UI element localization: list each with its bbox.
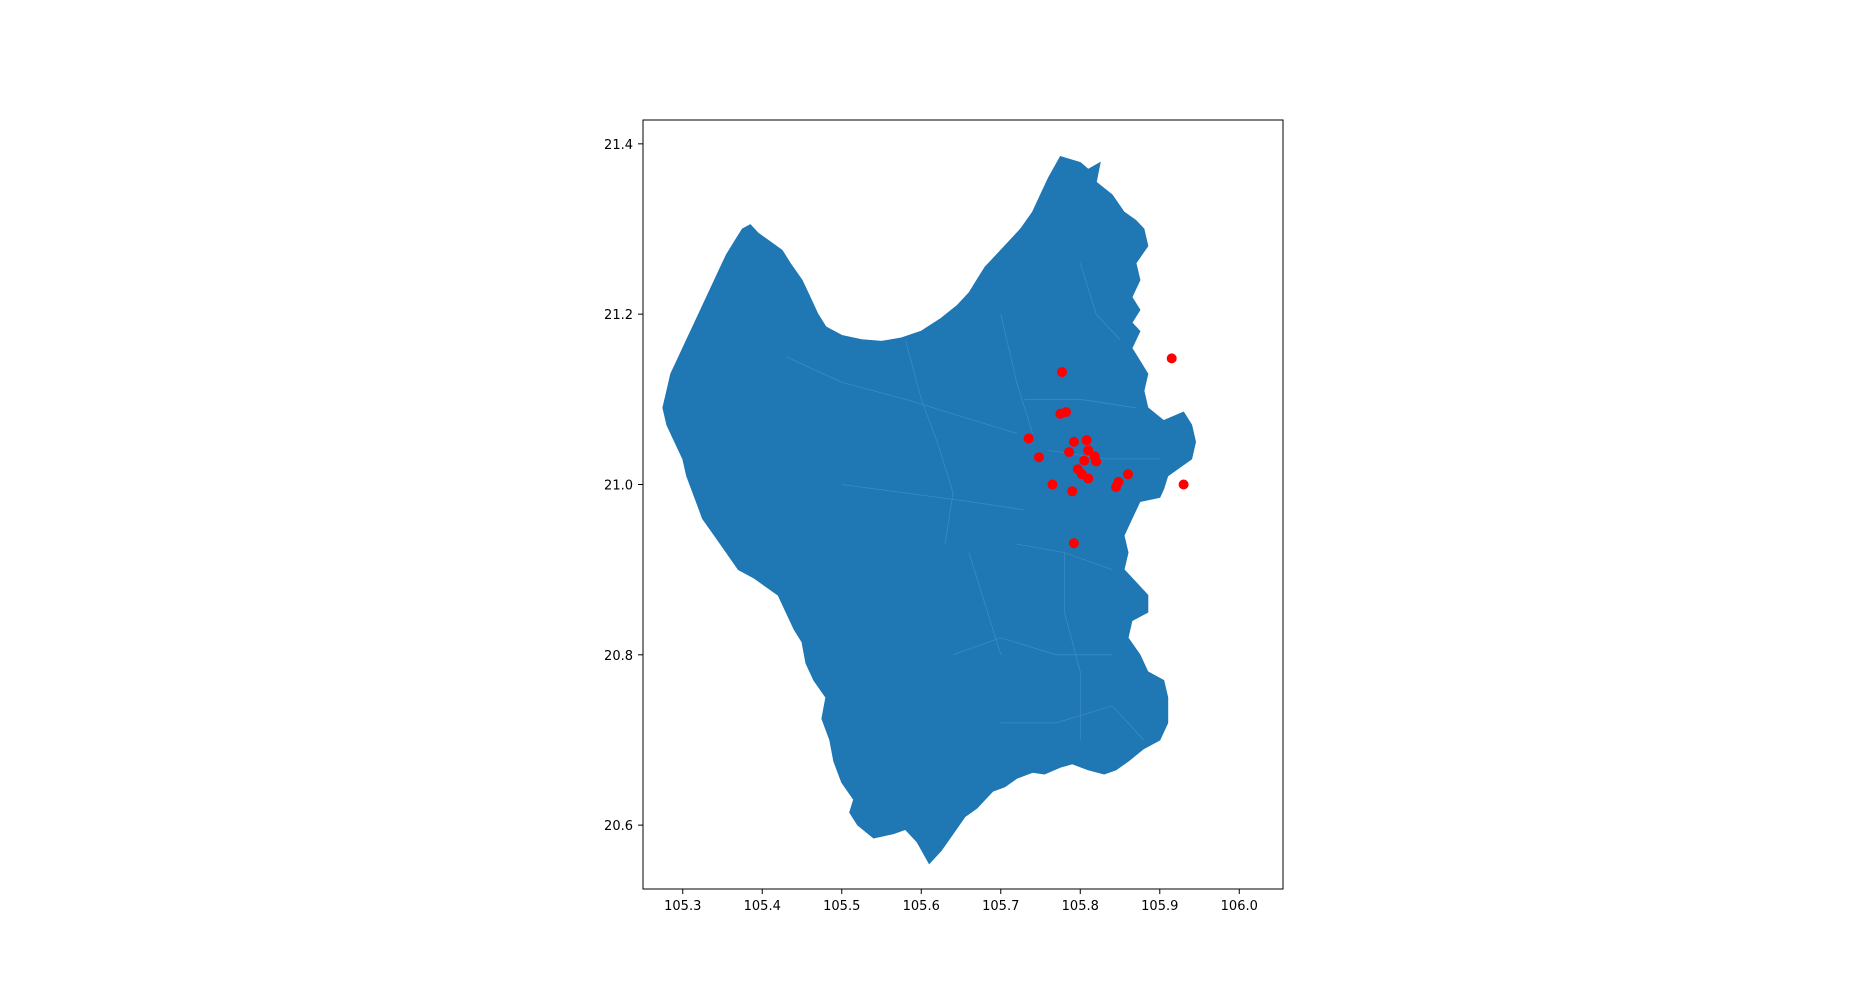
location-point-17 bbox=[1123, 469, 1133, 480]
location-point-16 bbox=[1083, 473, 1094, 484]
location-point-10 bbox=[1083, 445, 1094, 456]
location-point-22 bbox=[1178, 479, 1189, 490]
region-polygon bbox=[662, 156, 1197, 865]
x-tick-label: 105.7 bbox=[982, 899, 1019, 914]
district-boundaries bbox=[785, 262, 1160, 741]
axes-frame bbox=[642, 119, 1284, 890]
location-point-19 bbox=[1111, 482, 1121, 492]
x-tick-label: 105.6 bbox=[903, 899, 940, 914]
x-tick-label: 105.4 bbox=[744, 899, 781, 914]
district-boundary-5 bbox=[1024, 398, 1136, 409]
location-point-21 bbox=[1067, 486, 1078, 497]
district-boundary-2 bbox=[841, 484, 1025, 511]
x-tick-label: 105.5 bbox=[823, 899, 860, 914]
x-tick-label: 106.0 bbox=[1221, 899, 1258, 914]
location-point-23 bbox=[1068, 538, 1079, 549]
district-boundary-4 bbox=[1000, 314, 1033, 434]
y-tick-label: 21.4 bbox=[604, 138, 633, 153]
location-point-12 bbox=[1079, 455, 1090, 466]
location-point-1 bbox=[1057, 367, 1067, 378]
location-point-20 bbox=[1047, 479, 1058, 490]
district-boundary-8 bbox=[952, 637, 1113, 656]
district-boundary-9 bbox=[1000, 705, 1145, 741]
location-point-13 bbox=[1091, 456, 1102, 467]
location-point-8 bbox=[1064, 447, 1075, 458]
location-point-9 bbox=[1033, 452, 1044, 463]
location-point-2 bbox=[1166, 353, 1177, 364]
location-point-5 bbox=[1023, 433, 1034, 444]
district-boundary-12 bbox=[1079, 262, 1121, 340]
district-boundary-1 bbox=[785, 356, 1017, 434]
y-tick-label: 21.2 bbox=[604, 308, 633, 323]
y-axis: 20.6 20.8 21.0 21.2 21.4 bbox=[604, 138, 643, 834]
points-layer bbox=[1023, 353, 1189, 549]
x-tick-label: 105.9 bbox=[1141, 899, 1178, 914]
x-tick-label: 105.8 bbox=[1062, 899, 1099, 914]
location-point-4 bbox=[1061, 407, 1071, 418]
x-axis: 105.3 105.4 105.5 105.6 105.7 105.8 105.9 106.0 bbox=[664, 889, 1258, 914]
y-tick-label: 20.8 bbox=[604, 649, 633, 664]
location-point-6 bbox=[1081, 435, 1092, 446]
x-tick-label: 105.3 bbox=[664, 899, 701, 914]
y-tick-label: 21.0 bbox=[604, 478, 633, 493]
region-layer bbox=[662, 156, 1197, 865]
y-tick-label: 20.6 bbox=[604, 819, 633, 834]
district-boundary-11 bbox=[968, 552, 1002, 655]
district-boundary-10 bbox=[1064, 552, 1081, 740]
district-boundary-3 bbox=[905, 339, 954, 545]
location-point-7 bbox=[1068, 436, 1079, 447]
